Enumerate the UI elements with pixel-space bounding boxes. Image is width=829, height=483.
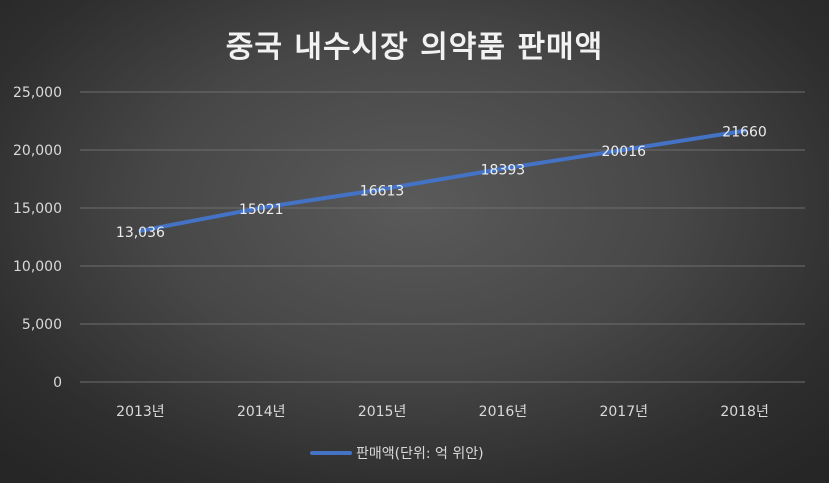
y-tick-label: 20,000 bbox=[13, 143, 62, 159]
x-tick-label: 2014년 bbox=[237, 404, 286, 420]
data-label: 20016 bbox=[601, 144, 646, 160]
x-tick-label: 2017년 bbox=[599, 404, 648, 420]
y-tick-label: 5,000 bbox=[22, 317, 62, 333]
data-point bbox=[259, 205, 264, 210]
y-axis-ticks: 0 5,000 10,000 15,000 20,000 25,000 bbox=[13, 85, 62, 391]
series-lines bbox=[138, 128, 747, 233]
data-labels: 13,036 15021 16613 18393 20016 21660 bbox=[116, 125, 767, 241]
x-axis-ticks: 2013년 2014년 2015년 2016년 2017년 2018년 bbox=[116, 404, 769, 420]
series-line bbox=[138, 128, 747, 233]
data-point bbox=[742, 128, 747, 133]
data-label: 16613 bbox=[360, 183, 405, 199]
data-label: 18393 bbox=[481, 163, 526, 179]
data-point bbox=[138, 228, 143, 233]
chart-title: 중국 내수시장 의약품 판매액 bbox=[225, 30, 604, 65]
x-tick-label: 2018년 bbox=[720, 404, 769, 420]
gridlines bbox=[80, 91, 805, 383]
data-point bbox=[621, 147, 626, 152]
y-tick-label: 10,000 bbox=[13, 259, 62, 275]
y-tick-label: 15,000 bbox=[13, 201, 62, 217]
x-tick-label: 2013년 bbox=[116, 404, 165, 420]
x-tick-label: 2016년 bbox=[479, 404, 528, 420]
y-tick-label: 25,000 bbox=[13, 85, 62, 101]
data-label: 13,036 bbox=[116, 225, 165, 241]
x-tick-label: 2015년 bbox=[358, 404, 407, 420]
y-tick-label: 0 bbox=[53, 375, 62, 391]
data-label: 15021 bbox=[239, 202, 284, 218]
legend: 판매액(단위: 억 위안) bbox=[310, 446, 484, 462]
legend-label: 판매액(단위: 억 위안) bbox=[356, 446, 484, 462]
data-point bbox=[500, 166, 505, 171]
data-point bbox=[380, 187, 385, 192]
data-label: 21660 bbox=[722, 125, 767, 141]
